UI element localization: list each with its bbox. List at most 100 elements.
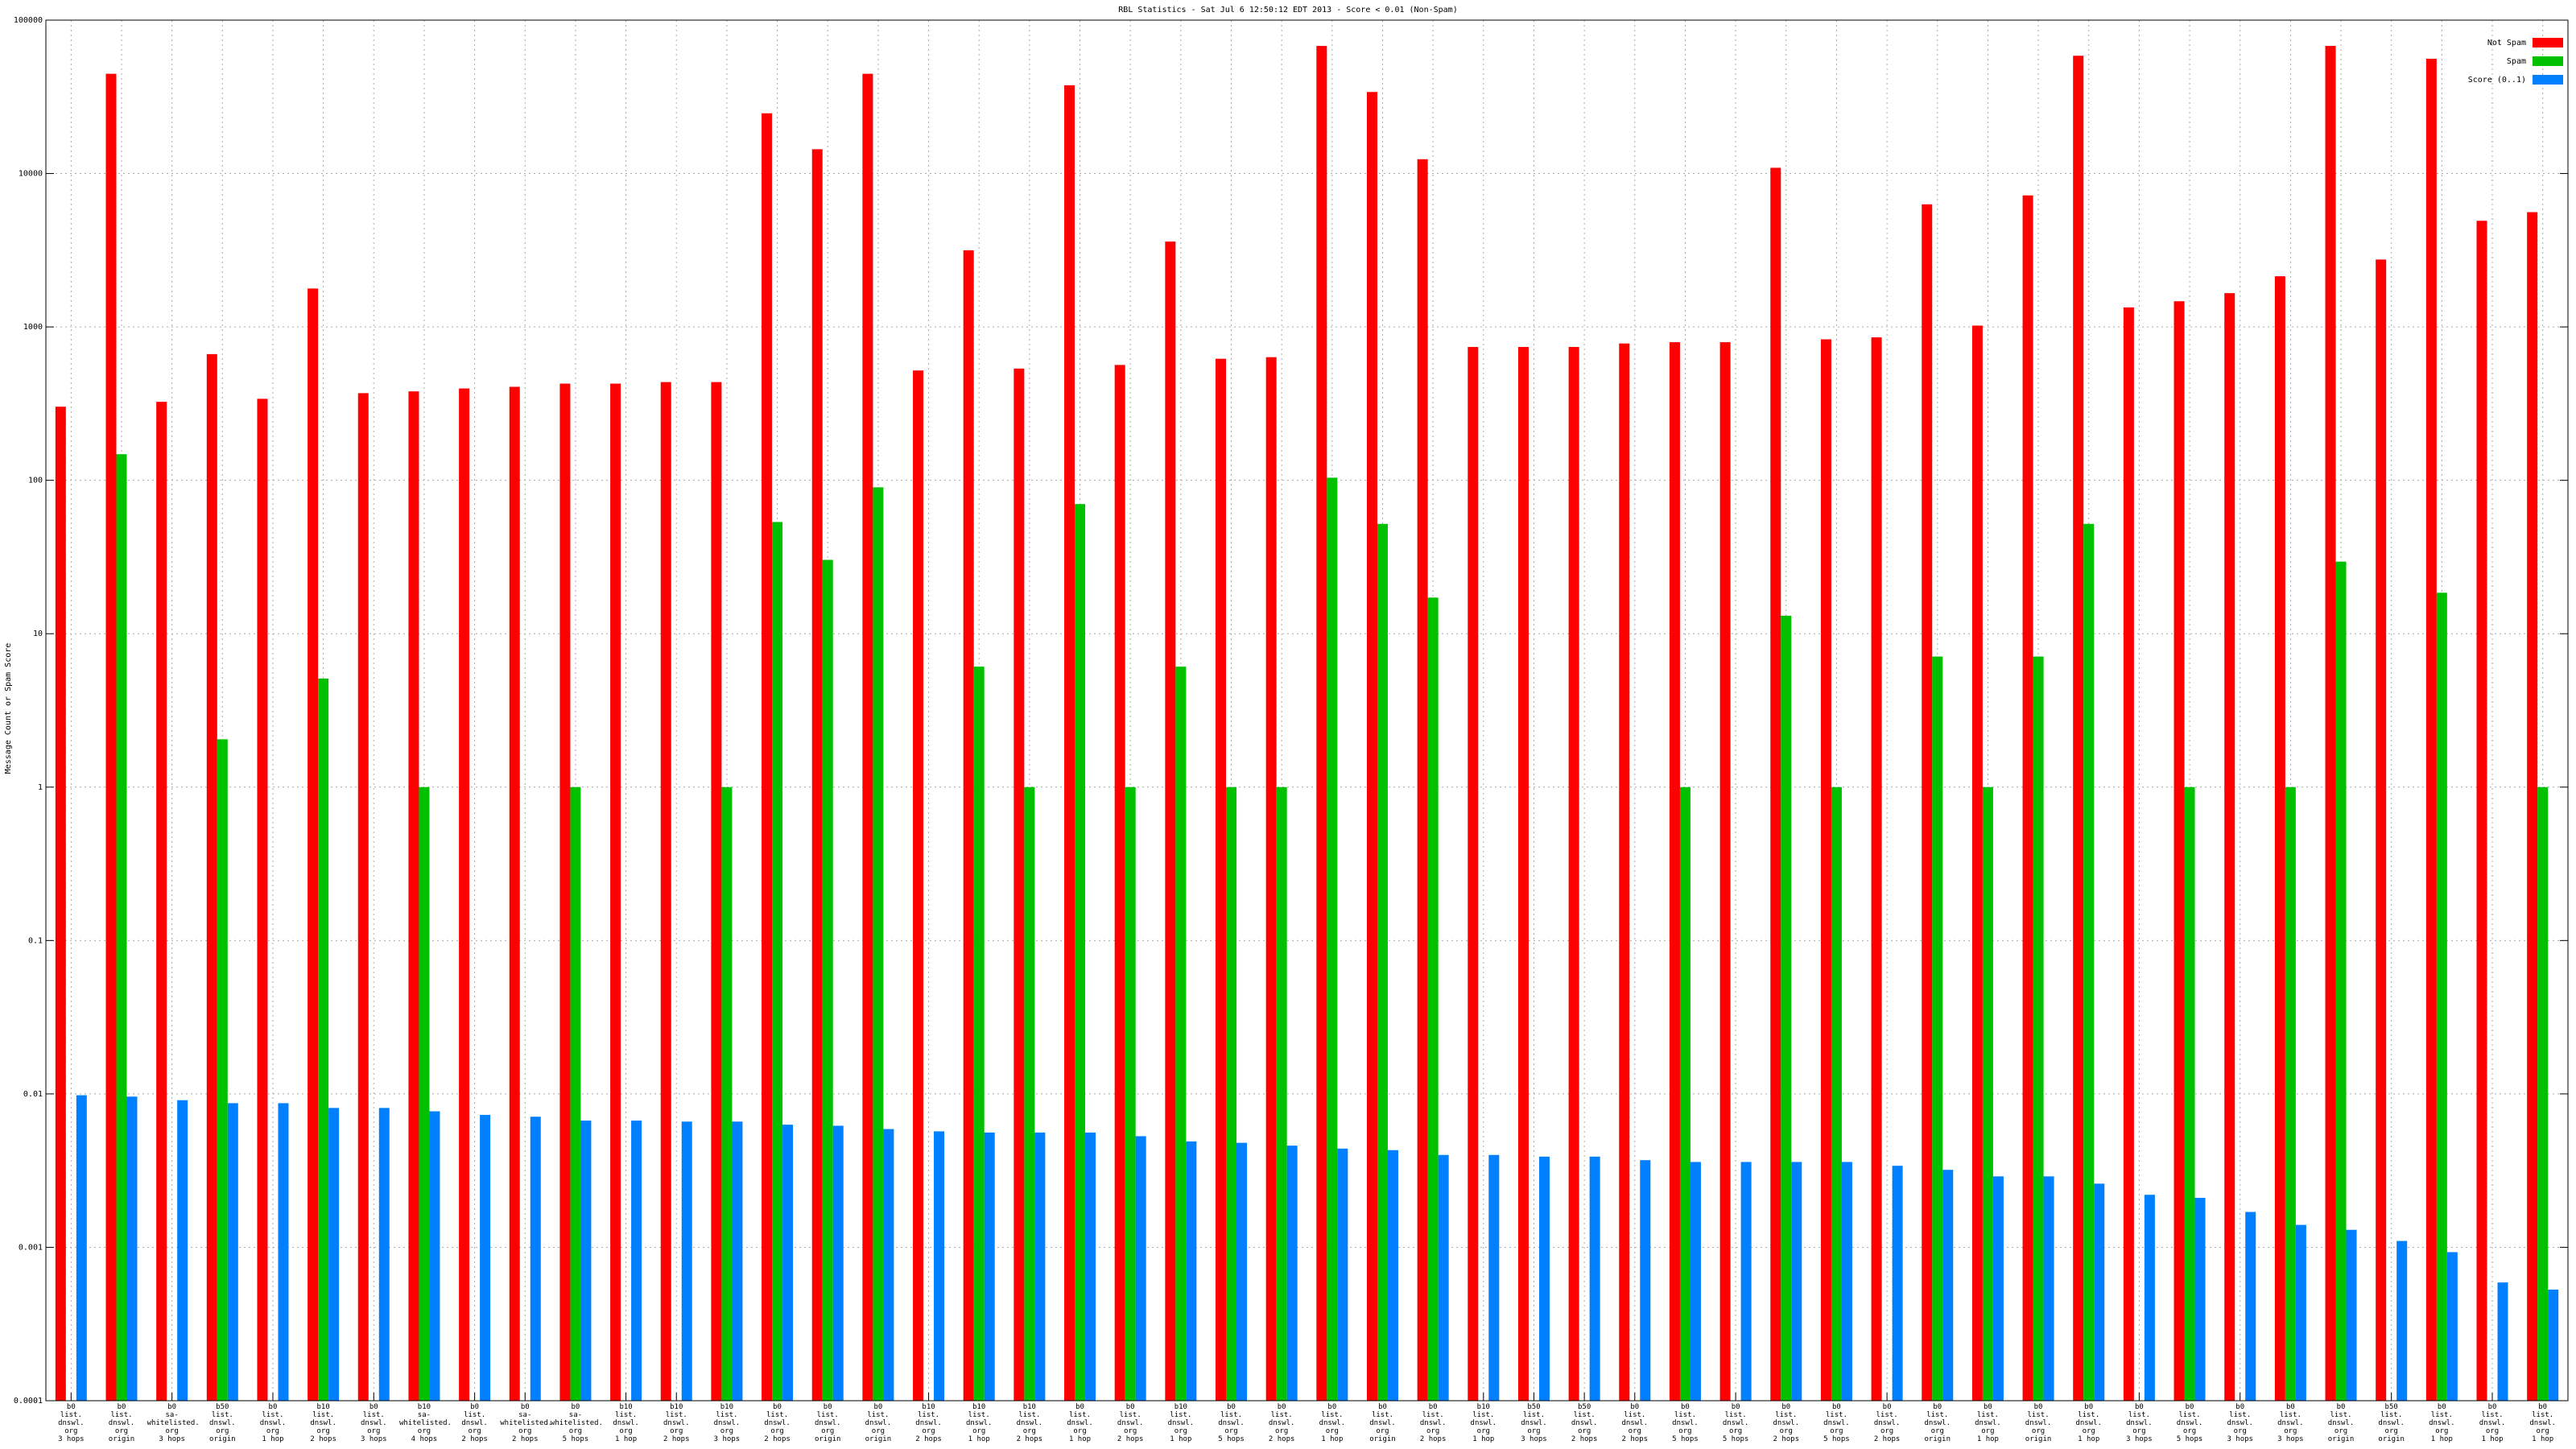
bar [1770, 167, 1781, 1402]
bar [580, 1121, 592, 1401]
bar [318, 678, 329, 1401]
bar [278, 1103, 289, 1401]
x-tick-label: b0 list. dnswl. org 1 hop [2429, 1403, 2455, 1443]
bar [1640, 1160, 1651, 1401]
bar [1568, 347, 1579, 1401]
legend-label: Score (0..1) [2468, 76, 2526, 85]
bar [2224, 293, 2235, 1401]
x-tick-label: b0 list. dnswl. org 3 hops [2126, 1403, 2153, 1443]
bar [1337, 1148, 1348, 1401]
x-tick-label: b0 list. dnswl. org 2 hops [461, 1403, 488, 1443]
bar [2527, 212, 2538, 1401]
bar [177, 1100, 188, 1401]
bar [2033, 656, 2044, 1401]
bar [2537, 786, 2549, 1401]
bar [1417, 159, 1428, 1401]
bar [1034, 1132, 1046, 1401]
bar [1740, 1162, 1752, 1401]
x-tick-label: b0 list. dnswl. org 5 hops [2176, 1403, 2203, 1443]
bar [1316, 46, 1327, 1402]
bar [2548, 1289, 2559, 1401]
bar [963, 250, 974, 1402]
x-tick-label: b10 list. dnswl. org 2 hops [1016, 1403, 1043, 1443]
bar [1377, 523, 1388, 1401]
bar [2245, 1212, 2256, 1401]
bar [2396, 1241, 2408, 1401]
bar [1517, 347, 1529, 1401]
bar [782, 1125, 794, 1401]
x-tick-label: b0 list. dnswl. org 5 hops [1218, 1403, 1245, 1443]
bar [934, 1131, 945, 1401]
bar [1538, 1156, 1550, 1401]
y-tick-label: 100000 [14, 16, 43, 25]
bar [308, 288, 319, 1401]
x-tick-label: b0 sa- whitelisted. org 2 hops [500, 1403, 553, 1443]
x-tick-label: b0 list. dnswl. org 5 hops [1823, 1403, 1850, 1443]
bar [2436, 592, 2447, 1401]
x-tick-label: b0 list. dnswl. org 1 hop [2479, 1403, 2506, 1443]
bar [732, 1121, 743, 1401]
bar [357, 393, 369, 1401]
bar [328, 1108, 340, 1401]
bar [2295, 1224, 2306, 1401]
x-tick-label: b0 list. dnswl. org 2 hops [1873, 1403, 1901, 1443]
bar [1165, 242, 1176, 1401]
x-tick-label: b0 list. dnswl. org 1 hop [1319, 1403, 1346, 1443]
bar [1013, 368, 1025, 1402]
x-tick-label: b0 list. dnswl. org 1 hop [1975, 1403, 2001, 1443]
bar [681, 1121, 692, 1401]
bar [2144, 1195, 2155, 1401]
bar [721, 786, 733, 1401]
y-tick-label: 10000 [19, 170, 43, 179]
y-tick-label: 0.01 [23, 1090, 43, 1099]
x-tick-label: b10 list. dnswl. org 2 hops [310, 1403, 336, 1443]
x-tick-label: b50 list. dnswl. org 2 hops [1571, 1403, 1598, 1443]
x-tick-label: b50 list. dnswl. org origin [209, 1403, 236, 1443]
bar [105, 73, 117, 1401]
bar [2335, 561, 2347, 1401]
bar [156, 402, 167, 1401]
x-tick-label: b0 list. dnswl. org origin [1369, 1403, 1396, 1443]
y-tick-label: 0.001 [19, 1243, 43, 1252]
bar [1468, 347, 1479, 1401]
bar [832, 1125, 844, 1401]
y-axis-label: Message Count or Spam Score [4, 643, 13, 774]
bar [1265, 357, 1277, 1402]
bar [206, 353, 217, 1402]
bar [2174, 301, 2185, 1401]
x-tick-label: b0 list. dnswl. org origin [2025, 1403, 2052, 1443]
x-tick-label: b10 list. dnswl. org 1 hop [965, 1403, 993, 1443]
bar [1286, 1146, 1298, 1401]
x-tick-label: b0 list. dnswl. org origin [108, 1403, 135, 1443]
bar [2094, 1183, 2105, 1401]
bar [1226, 786, 1237, 1401]
x-tick-label: b0 list. dnswl. org 1 hop [2075, 1403, 2102, 1443]
x-tick-label: b0 list. dnswl. org 3 hops [2277, 1403, 2304, 1443]
bar [873, 487, 884, 1401]
legend-label: Spam [2507, 57, 2526, 66]
bar [55, 407, 66, 1401]
bar [1175, 667, 1187, 1401]
x-tick-label: b0 sa- whitelisted. org 5 hops [550, 1403, 603, 1443]
bar [257, 398, 268, 1402]
bar [429, 1111, 440, 1401]
bar [1932, 656, 1943, 1401]
bar [1075, 504, 1086, 1401]
bar [762, 113, 773, 1401]
x-tick-label: b50 list. dnswl. org 3 hops [1521, 1403, 1547, 1443]
bar [984, 1132, 995, 1401]
plot-frame [45, 19, 2569, 1402]
bar [862, 73, 873, 1401]
x-tick-label: b0 list. dnswl. org 2 hops [764, 1403, 791, 1443]
bar [1992, 1176, 2004, 1401]
bar [1438, 1154, 1449, 1401]
x-tick-label: b0 list. dnswl. org 3 hops [2227, 1403, 2253, 1443]
x-tick-label: b0 list. dnswl. org origin [1924, 1403, 1951, 1443]
y-tick-label: 1000 [23, 323, 43, 332]
bar [2325, 46, 2336, 1402]
x-tick-label: b10 list. dnswl. org 3 hops [713, 1403, 741, 1443]
bar [116, 454, 127, 1401]
bar [2346, 1229, 2357, 1401]
